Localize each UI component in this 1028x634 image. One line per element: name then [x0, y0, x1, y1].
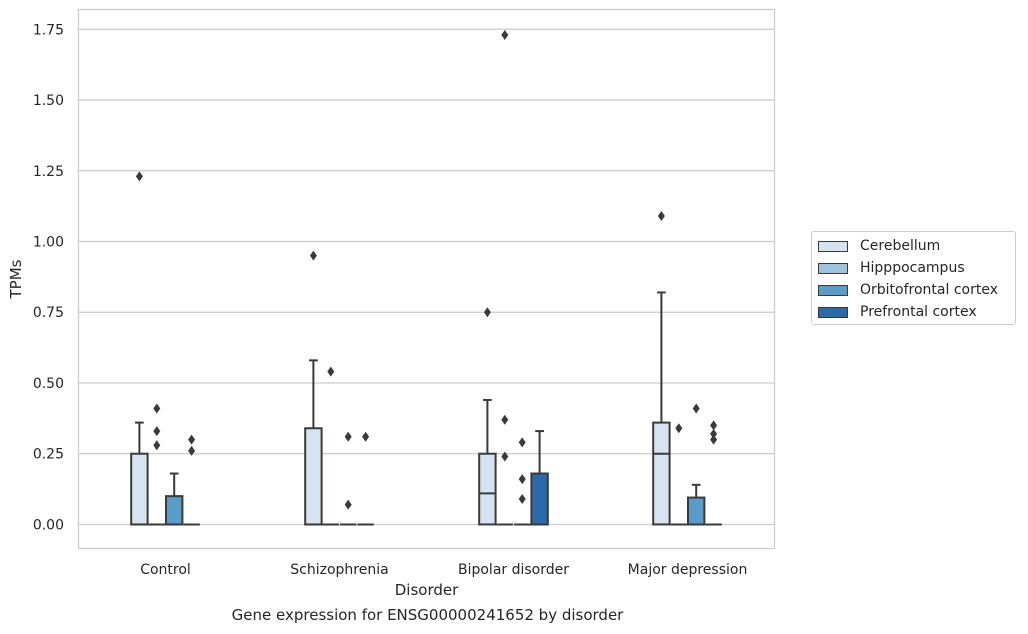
box-prefrontal-cortex-major-depression: [705, 420, 722, 526]
x-tick-label: Bipolar disorder: [458, 562, 569, 578]
chart-caption: Gene expression for ENSG00000241652 by d…: [231, 606, 624, 624]
outlier-point: [327, 366, 335, 377]
y-tick-label: 0.75: [33, 305, 64, 321]
legend-label-orbitofrontal-cortex: Orbitofrontal cortex: [860, 282, 998, 298]
y-tick-label: 0.50: [33, 376, 64, 392]
legend-item-prefrontal-cortex: Prefrontal cortex: [818, 303, 977, 321]
outlier-point: [153, 403, 161, 414]
box: [130, 452, 149, 526]
outlier-point: [362, 431, 370, 442]
box-prefrontal-cortex-control: [183, 434, 200, 526]
y-tick-label: 1.00: [33, 235, 64, 251]
legend-swatch-cerebellum: [818, 240, 848, 252]
outlier-point: [501, 414, 509, 425]
outlier-point: [188, 434, 196, 445]
outlier-point: [710, 420, 718, 431]
y-tick-label: 1.25: [33, 164, 64, 180]
x-tick-label: Major depression: [628, 562, 748, 578]
outlier-point: [710, 434, 718, 445]
outlier-point: [501, 29, 509, 40]
box-series: [130, 29, 722, 526]
x-tick-label: Schizophrenia: [290, 562, 388, 578]
box-cerebellum-schizophrenia: [304, 250, 323, 526]
box-cerebellum-bipolar-disorder: [478, 307, 497, 526]
y-tick-label: 1.50: [33, 93, 64, 109]
y-tick-label: 0.25: [33, 447, 64, 463]
box-prefrontal-cortex-bipolar-disorder: [530, 430, 549, 526]
legend: Cerebellum Hipppocampus Orbitofrontal co…: [811, 231, 1016, 325]
box-orbitofrontal-cortex-bipolar-disorder: [514, 437, 531, 526]
outlier-point: [135, 171, 143, 182]
outlier-point: [483, 307, 491, 318]
box-hipppocampus-control: [148, 403, 165, 526]
x-axis-label: Disorder: [395, 581, 459, 599]
box-orbitofrontal-cortex-major-depression: [687, 403, 706, 526]
legend-item-hipppocampus: Hipppocampus: [818, 259, 965, 277]
box: [687, 496, 706, 526]
outlier-point: [309, 250, 317, 261]
box-orbitofrontal-cortex-schizophrenia: [340, 431, 357, 526]
outlier-point: [675, 423, 683, 434]
gridlines: [78, 28, 775, 526]
y-axis-ticks: 0.00 0.25 0.50 0.75 1.00 1.25 1.50 1.75: [33, 22, 64, 533]
legend-item-orbitofrontal-cortex: Orbitofrontal cortex: [818, 281, 998, 299]
x-tick-label: Control: [140, 562, 191, 578]
outlier-point: [344, 431, 352, 442]
box-hipppocampus-major-depression: [670, 423, 687, 526]
outlier-point: [188, 445, 196, 456]
box: [165, 495, 184, 526]
outlier-point: [518, 474, 526, 485]
box-hipppocampus-schizophrenia: [322, 366, 339, 526]
legend-label-hipppocampus: Hipppocampus: [860, 260, 965, 276]
legend-swatch-prefrontal-cortex: [818, 306, 848, 318]
y-axis-label: TPMs: [7, 259, 25, 299]
box-cerebellum-major-depression: [652, 211, 671, 526]
legend-label-cerebellum: Cerebellum: [860, 238, 941, 254]
box-prefrontal-cortex-schizophrenia: [357, 431, 374, 526]
box: [304, 427, 323, 526]
box: [478, 452, 497, 526]
outlier-point: [657, 211, 665, 222]
outlier-point: [344, 499, 352, 510]
legend-swatch-hipppocampus: [818, 262, 848, 274]
plot-area-border: [77, 8, 776, 550]
box-cerebellum-control: [130, 171, 149, 526]
legend-swatch-orbitofrontal-cortex: [818, 284, 848, 296]
box-orbitofrontal-cortex-control: [165, 472, 184, 526]
x-axis-ticks: Control Schizophrenia Bipolar disorder Majo…: [140, 562, 747, 578]
outlier-point: [518, 437, 526, 448]
box: [530, 472, 549, 526]
outlier-point: [501, 451, 509, 462]
outlier-point: [153, 440, 161, 451]
y-tick-label: 0.00: [33, 517, 64, 533]
outlier-point: [710, 428, 718, 439]
outlier-point: [153, 426, 161, 437]
legend-label-prefrontal-cortex: Prefrontal cortex: [860, 304, 977, 320]
box: [652, 421, 671, 526]
y-tick-label: 1.75: [33, 22, 64, 38]
box-hipppocampus-bipolar-disorder: [496, 29, 513, 526]
legend-item-cerebellum: Cerebellum: [818, 237, 940, 255]
outlier-point: [692, 403, 700, 414]
outlier-point: [518, 493, 526, 504]
